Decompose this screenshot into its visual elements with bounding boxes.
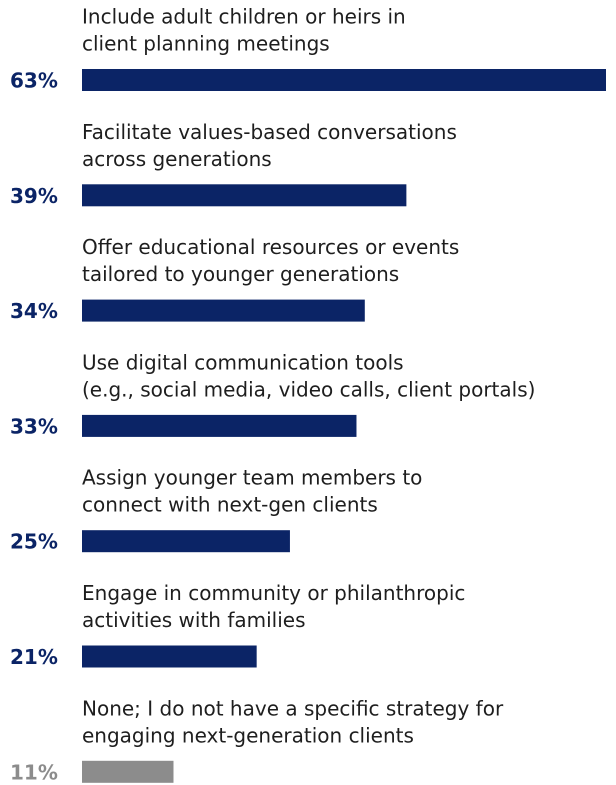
value-label: 21% [10,645,58,669]
bar [82,530,290,553]
category-label: connect with next-gen clients [82,493,378,517]
category-label: Offer educational resources or events [82,235,459,259]
value-label: 63% [10,69,58,93]
category-label: Include adult children or heirs in [82,5,406,29]
value-label: 33% [10,414,58,438]
bar [82,299,365,322]
category-label: client planning meetings [82,32,330,56]
value-label: 11% [10,760,58,784]
category-label: (e.g., social media, video calls, client… [82,377,535,401]
value-label: 34% [10,299,58,323]
bar [82,184,407,207]
category-label: tailored to younger generations [82,262,399,286]
category-label: None; I do not have a specific strategy … [82,696,504,720]
bar [82,69,606,91]
value-label: 25% [10,530,58,554]
bar [82,645,257,668]
category-label: Engage in community or philanthropic [82,581,465,605]
category-label: Use digital communication tools [82,350,404,374]
category-label: engaging next-generation clients [82,723,414,747]
category-label: across generations [82,147,272,171]
bar [82,414,357,437]
category-label: Facilitate values-based conversations [82,120,457,144]
category-label: activities with families [82,608,306,632]
value-label: 39% [10,184,58,208]
category-label: Assign younger team members to [82,466,422,490]
bar [82,760,174,783]
